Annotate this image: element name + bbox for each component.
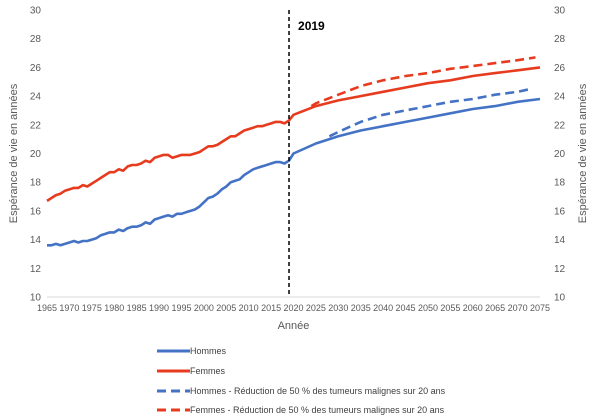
x-tick-label: 2005	[216, 303, 236, 313]
y-axis-title-right: Espérance de vie en années	[577, 83, 589, 223]
y-tick-label-right: 22	[554, 120, 566, 131]
x-tick-label: 2000	[194, 303, 214, 313]
x-tick-label: 2020	[283, 303, 303, 313]
series-line-1	[47, 97, 541, 247]
x-tick-label: 2075	[530, 303, 550, 313]
y-tick-label-right: 30	[554, 6, 566, 17]
y-tick-label-right: 10	[554, 293, 566, 304]
x-tick-label: 2030	[328, 303, 348, 313]
y-tick-label-right: 26	[554, 63, 566, 74]
y-tick-label-left: 10	[30, 293, 42, 304]
y-tick-label-right: 28	[554, 34, 566, 45]
x-tick-label: 2055	[440, 303, 460, 313]
y-tick-label-left: 30	[30, 6, 42, 17]
y-tick-label-left: 28	[30, 34, 42, 45]
x-tick-label: 2070	[508, 303, 528, 313]
y-tick-label-right: 16	[554, 206, 566, 217]
y-tick-label-left: 16	[30, 206, 42, 217]
x-tick-label: 2040	[373, 303, 393, 313]
x-tick-label: 1980	[104, 303, 124, 313]
y-tick-label-left: 18	[30, 178, 42, 189]
x-axis: 1965 1970 1975 1980 1985 1990 1995 2000 2005 2010…	[37, 303, 550, 313]
x-tick-label: 2015	[261, 303, 281, 313]
x-tick-label: 2010	[239, 303, 259, 313]
legend: Hommes Femmes Hommes - Réduction de 50 % d…	[157, 346, 446, 415]
y-tick-label-right: 12	[554, 264, 566, 275]
x-tick-label: 1985	[127, 303, 147, 313]
annotation-label-2019: 2019	[298, 19, 325, 33]
x-tick-label: 2035	[351, 303, 371, 313]
legend-label-3: Hommes - Réduction de 50 % des tumeurs m…	[190, 386, 446, 396]
plot-area	[46, 56, 541, 247]
y-tick-label-right: 24	[554, 92, 566, 103]
y-axis-title-left: Espérance de vie en années	[8, 83, 20, 223]
x-tick-label: 2060	[463, 303, 483, 313]
series-line-2	[46, 66, 541, 202]
legend-label-4: Femmes - Réduction de 50 % des tumeurs m…	[190, 405, 445, 415]
x-tick-label: 2025	[306, 303, 326, 313]
x-tick-label: 1995	[171, 303, 191, 313]
y-tick-label-right: 18	[554, 178, 566, 189]
y-tick-label-left: 14	[30, 235, 42, 246]
x-tick-label: 1975	[82, 303, 102, 313]
y-tick-label-left: 26	[30, 63, 42, 74]
y-tick-label-left: 12	[30, 264, 42, 275]
x-tick-label: 1990	[149, 303, 169, 313]
series-line-3	[328, 87, 532, 138]
y-tick-label-right: 20	[554, 149, 566, 160]
y-axis-right: 10 12 14 16 18 20 22 24 26 28 30	[554, 6, 566, 304]
y-tick-label-left: 24	[30, 92, 42, 103]
x-tick-label: 2045	[396, 303, 416, 313]
y-axis-left: 10 12 14 16 18 20 22 24 26 28 30	[30, 6, 42, 304]
legend-label-2: Femmes	[190, 366, 226, 376]
y-tick-label-left: 22	[30, 120, 42, 131]
y-tick-label-left: 20	[30, 149, 42, 160]
x-axis-title: Année	[278, 320, 310, 332]
x-tick-label: 1965	[37, 303, 57, 313]
x-tick-label: 1970	[59, 303, 79, 313]
x-tick-label: 2065	[485, 303, 505, 313]
x-tick-label: 2050	[418, 303, 438, 313]
legend-label-1: Hommes	[190, 346, 227, 356]
y-tick-label-right: 14	[554, 235, 566, 246]
